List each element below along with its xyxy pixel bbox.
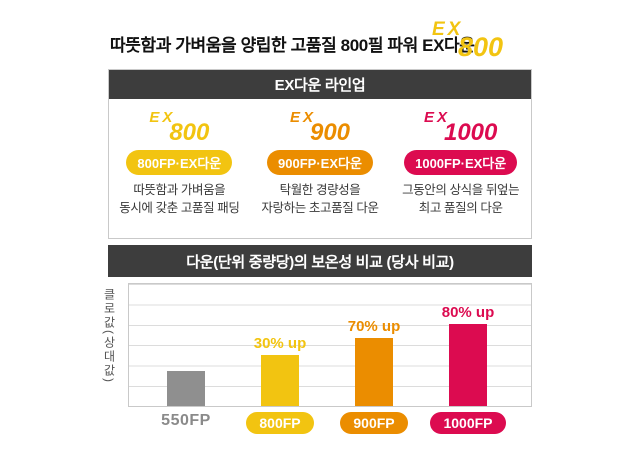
brand-logo-text: EX [432,19,464,40]
ex900-badge: 900FP·EX다운 [267,150,373,175]
ex800-desc-line2: 동시에 갖춘 고품질 패딩 [119,200,240,215]
ex900-logo-number: 900 [309,119,351,146]
bar-900FP [355,337,393,406]
ex1000-desc-line2: 최고 품질의 다운 [418,200,503,215]
x-label-wrap-900FP: 900FP [327,412,421,434]
x-label-wrap-550FP: 550FP [139,412,233,430]
lineup-item-ex1000: EX 1000 1000FP·EX다운 그동안의 상식을 뒤엎는 최고 품질의 … [390,99,531,238]
ex900-desc-line2: 자랑하는 초고품질 다운 [261,200,379,215]
x-label-800FP: 800FP [246,412,314,434]
x-label-550FP: 550FP [161,412,211,429]
chart-section-header: 다운(단위 중량당)의 보온성 비교 (당사 비교) [108,245,532,277]
lineup-section: EX다운 라인업 EX 800 800FP·EX다운 따뜻함과 가벼움을 동시에… [108,69,532,239]
bar-group-550FP [139,283,233,407]
lineup-item-ex800: EX 800 800FP·EX다운 따뜻함과 가벼움을 동시에 갖춘 고품질 패… [109,99,250,238]
x-label-900FP: 900FP [340,412,408,434]
brand-logo-ex800: EX 800 [432,20,503,61]
bar-group-1000FP: 80% up [421,283,515,407]
bar-group-900FP: 70% up [327,283,421,407]
bar-800FP [261,355,299,406]
ex900-logo-text: EX [289,109,316,126]
ex1000-description: 그동안의 상식을 뒤엎는 최고 품질의 다운 [402,182,520,217]
bar-group-800FP: 30% up [233,283,327,407]
ex800-description: 따뜻함과 가벼움을 동시에 갖춘 고품질 패딩 [119,182,240,217]
bar-annotation-900FP: 70% up [347,317,401,335]
lineup-columns: EX 800 800FP·EX다운 따뜻함과 가벼움을 동시에 갖춘 고품질 패… [109,99,531,238]
ex800-logo: EX 800 [149,110,209,145]
lineup-item-ex900: EX 900 900FP·EX다운 탁월한 경량성을 자랑하는 초고품질 다운 [250,99,391,238]
chart-bars: 30% up 70% up 80% up [128,283,532,407]
chart-x-labels: 550FP 800FP 900FP 1000FP [128,412,532,438]
x-label-wrap-800FP: 800FP [233,412,327,434]
ex900-description: 탁월한 경량성을 자랑하는 초고품질 다운 [261,182,379,217]
ex1000-logo-number: 1000 [443,119,498,146]
page-title: 따뜻함과 가벼움을 양립한 고품질 800필 파워 EX다운 [110,36,475,55]
ex1000-desc-line1: 그동안의 상식을 뒤엎는 [402,183,520,197]
bar-1000FP [449,324,487,406]
lineup-section-header: EX다운 라인업 [109,70,531,99]
brand-logo-number: 800 [458,32,504,62]
bar-annotation-800FP: 30% up [253,335,307,353]
ex800-logo-number: 800 [169,119,210,146]
ex800-badge: 800FP·EX다운 [126,150,233,175]
ex800-desc-line1: 따뜻함과 가벼움을 [133,183,226,197]
ex900-logo: EX 900 [290,110,350,145]
bar-annotation-1000FP: 80% up [441,304,495,322]
x-label-wrap-1000FP: 1000FP [421,412,515,434]
ex1000-logo: EX 1000 [424,110,497,145]
ex1000-badge: 1000FP·EX다운 [404,150,518,175]
ex800-logo-text: EX [149,109,176,126]
bar-550FP [167,371,205,406]
chart-y-axis-label: 클로값(상대값) [102,288,116,384]
x-label-1000FP: 1000FP [430,412,506,434]
ex900-desc-line1: 탁월한 경량성을 [279,183,361,197]
ex1000-logo-text: EX [423,109,450,126]
